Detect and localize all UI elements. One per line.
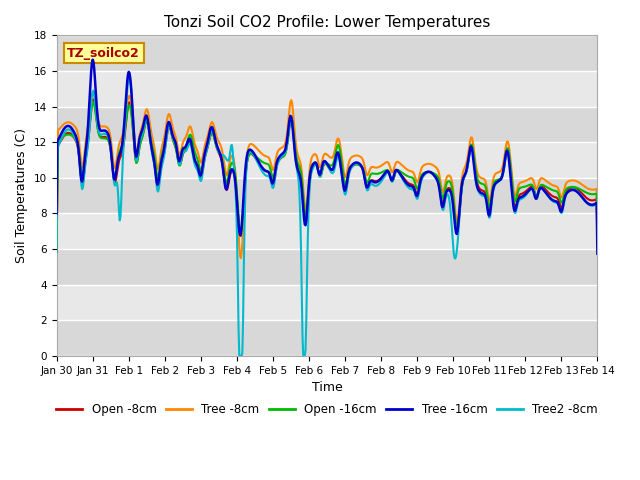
Bar [56,320,597,356]
Bar [56,249,597,285]
Legend: Open -8cm, Tree -8cm, Open -16cm, Tree -16cm, Tree2 -8cm: Open -8cm, Tree -8cm, Open -16cm, Tree -… [51,398,602,420]
Bar [56,107,597,142]
X-axis label: Time: Time [312,381,342,394]
Y-axis label: Soil Temperatures (C): Soil Temperatures (C) [15,128,28,263]
Bar [56,178,597,214]
Bar [56,36,597,71]
Title: Tonzi Soil CO2 Profile: Lower Temperatures: Tonzi Soil CO2 Profile: Lower Temperatur… [164,15,490,30]
Text: TZ_soilco2: TZ_soilco2 [67,47,140,60]
